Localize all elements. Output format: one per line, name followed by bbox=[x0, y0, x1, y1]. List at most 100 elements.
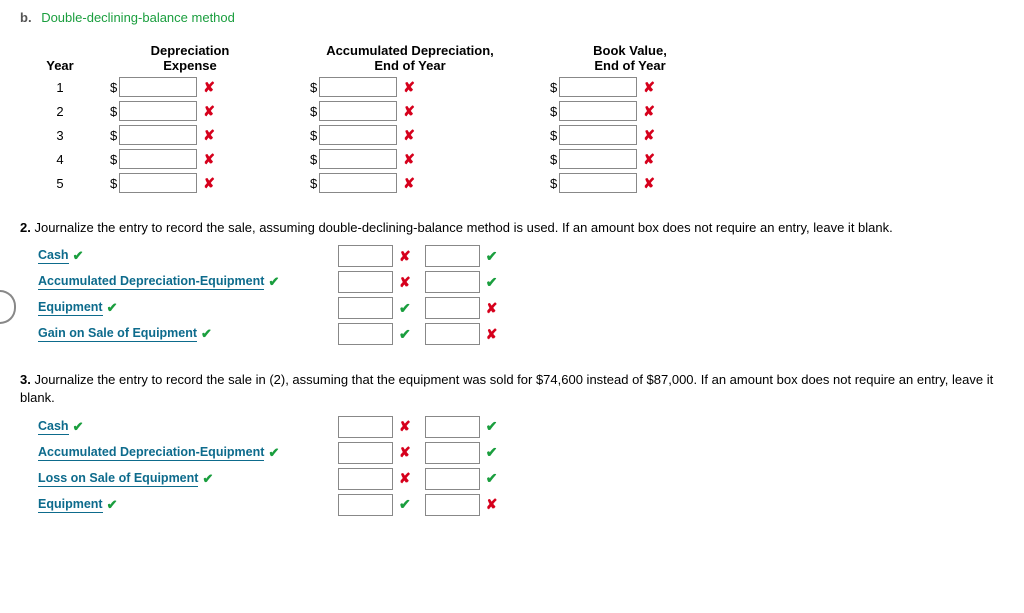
check-icon: ✔ bbox=[399, 496, 411, 513]
amount-input[interactable] bbox=[319, 101, 397, 121]
check-icon: ✔ bbox=[486, 444, 498, 461]
journal-amount-input[interactable] bbox=[425, 468, 480, 490]
amount-input[interactable] bbox=[119, 173, 197, 193]
amount-cell: $✘ bbox=[90, 173, 290, 193]
check-icon: ✔ bbox=[399, 326, 411, 343]
dollar-sign: $ bbox=[550, 104, 557, 119]
journal-amount-input[interactable] bbox=[425, 442, 480, 464]
account-label-col: Loss on Sale of Equipment✔ bbox=[38, 471, 338, 487]
journal-amount-input[interactable] bbox=[338, 245, 393, 267]
journal-amount-input[interactable] bbox=[338, 442, 393, 464]
q2-text: Journalize the entry to record the sale,… bbox=[34, 220, 892, 235]
account-link[interactable]: Loss on Sale of Equipment bbox=[38, 471, 198, 487]
dollar-sign: $ bbox=[110, 80, 117, 95]
amount-cell: $✘ bbox=[530, 77, 730, 97]
check-icon: ✔ bbox=[201, 326, 212, 342]
journal-amount-input[interactable] bbox=[338, 416, 393, 438]
journal-amount-col: ✔ bbox=[425, 416, 498, 438]
journal-amount-col: ✘ bbox=[425, 323, 498, 345]
journal-amount-col: ✔ bbox=[425, 245, 498, 267]
journal-amount-input[interactable] bbox=[425, 416, 480, 438]
journal-amount-col: ✘ bbox=[425, 297, 498, 319]
amount-input[interactable] bbox=[119, 125, 197, 145]
amount-input[interactable] bbox=[319, 77, 397, 97]
account-link[interactable]: Equipment bbox=[38, 300, 103, 316]
account-link[interactable]: Accumulated Depreciation-Equipment bbox=[38, 274, 264, 290]
journal-row: Accumulated Depreciation-Equipment✔✘✔ bbox=[38, 271, 1004, 293]
amount-input[interactable] bbox=[559, 125, 637, 145]
journal-amount-input[interactable] bbox=[425, 494, 480, 516]
dollar-sign: $ bbox=[110, 104, 117, 119]
journal-amount-col: ✔ bbox=[338, 494, 411, 516]
year-cell: 2 bbox=[30, 104, 90, 119]
wrong-icon: ✘ bbox=[486, 326, 498, 343]
dollar-sign: $ bbox=[310, 80, 317, 95]
check-icon: ✔ bbox=[73, 248, 84, 264]
amount-input[interactable] bbox=[559, 101, 637, 121]
dep-table-header: Year Depreciation Expense Accumulated De… bbox=[30, 43, 1004, 73]
dollar-sign: $ bbox=[310, 176, 317, 191]
amount-input[interactable] bbox=[319, 173, 397, 193]
amount-input[interactable] bbox=[319, 125, 397, 145]
table-row: 5$✘$✘$✘ bbox=[30, 173, 1004, 193]
wrong-icon: ✘ bbox=[399, 470, 411, 487]
year-cell: 1 bbox=[30, 80, 90, 95]
account-link[interactable]: Gain on Sale of Equipment bbox=[38, 326, 197, 342]
dollar-sign: $ bbox=[110, 176, 117, 191]
dollar-sign: $ bbox=[310, 152, 317, 167]
amount-input[interactable] bbox=[119, 149, 197, 169]
amount-input[interactable] bbox=[119, 77, 197, 97]
journal-amount-input[interactable] bbox=[425, 245, 480, 267]
journal-amount-col: ✔ bbox=[425, 271, 498, 293]
journal-amount-input[interactable] bbox=[338, 468, 393, 490]
dollar-sign: $ bbox=[310, 128, 317, 143]
account-label-col: Cash✔ bbox=[38, 248, 338, 264]
wrong-icon: ✘ bbox=[643, 103, 655, 120]
journal-amount-input[interactable] bbox=[338, 297, 393, 319]
table-row: 2$✘$✘$✘ bbox=[30, 101, 1004, 121]
wrong-icon: ✘ bbox=[403, 79, 415, 96]
wrong-icon: ✘ bbox=[403, 103, 415, 120]
journal-amount-col: ✘ bbox=[338, 468, 411, 490]
dollar-sign: $ bbox=[550, 80, 557, 95]
journal-amount-input[interactable] bbox=[338, 271, 393, 293]
header-accum-line1: Accumulated Depreciation, bbox=[290, 43, 530, 58]
check-icon: ✔ bbox=[486, 274, 498, 291]
amount-cell: $✘ bbox=[290, 101, 530, 121]
wrong-icon: ✘ bbox=[403, 151, 415, 168]
dollar-sign: $ bbox=[550, 152, 557, 167]
amount-input[interactable] bbox=[319, 149, 397, 169]
question-2: 2. Journalize the entry to record the sa… bbox=[20, 219, 1004, 237]
header-year: Year bbox=[30, 58, 90, 73]
year-cell: 4 bbox=[30, 152, 90, 167]
account-link[interactable]: Cash bbox=[38, 419, 69, 435]
header-book-line1: Book Value, bbox=[530, 43, 730, 58]
account-link[interactable]: Equipment bbox=[38, 497, 103, 513]
journal-amount-input[interactable] bbox=[338, 494, 393, 516]
account-link[interactable]: Accumulated Depreciation-Equipment bbox=[38, 445, 264, 461]
wrong-icon: ✘ bbox=[203, 79, 215, 96]
wrong-icon: ✘ bbox=[403, 175, 415, 192]
dollar-sign: $ bbox=[110, 152, 117, 167]
check-icon: ✔ bbox=[486, 418, 498, 435]
wrong-icon: ✘ bbox=[203, 127, 215, 144]
account-label-col: Equipment✔ bbox=[38, 497, 338, 513]
wrong-icon: ✘ bbox=[643, 175, 655, 192]
journal-amount-input[interactable] bbox=[338, 323, 393, 345]
journal-amount-input[interactable] bbox=[425, 271, 480, 293]
journal-row: Gain on Sale of Equipment✔✔✘ bbox=[38, 323, 1004, 345]
journal-amount-input[interactable] bbox=[425, 297, 480, 319]
check-icon: ✔ bbox=[486, 248, 498, 265]
dollar-sign: $ bbox=[550, 176, 557, 191]
dollar-sign: $ bbox=[110, 128, 117, 143]
amount-cell: $✘ bbox=[90, 125, 290, 145]
account-link[interactable]: Cash bbox=[38, 248, 69, 264]
amount-input[interactable] bbox=[559, 173, 637, 193]
amount-input[interactable] bbox=[119, 101, 197, 121]
amount-input[interactable] bbox=[559, 77, 637, 97]
journal-amount-col: ✘ bbox=[338, 416, 411, 438]
journal-amount-input[interactable] bbox=[425, 323, 480, 345]
check-icon: ✔ bbox=[486, 470, 498, 487]
amount-input[interactable] bbox=[559, 149, 637, 169]
journal-row: Cash✔✘✔ bbox=[38, 245, 1004, 267]
